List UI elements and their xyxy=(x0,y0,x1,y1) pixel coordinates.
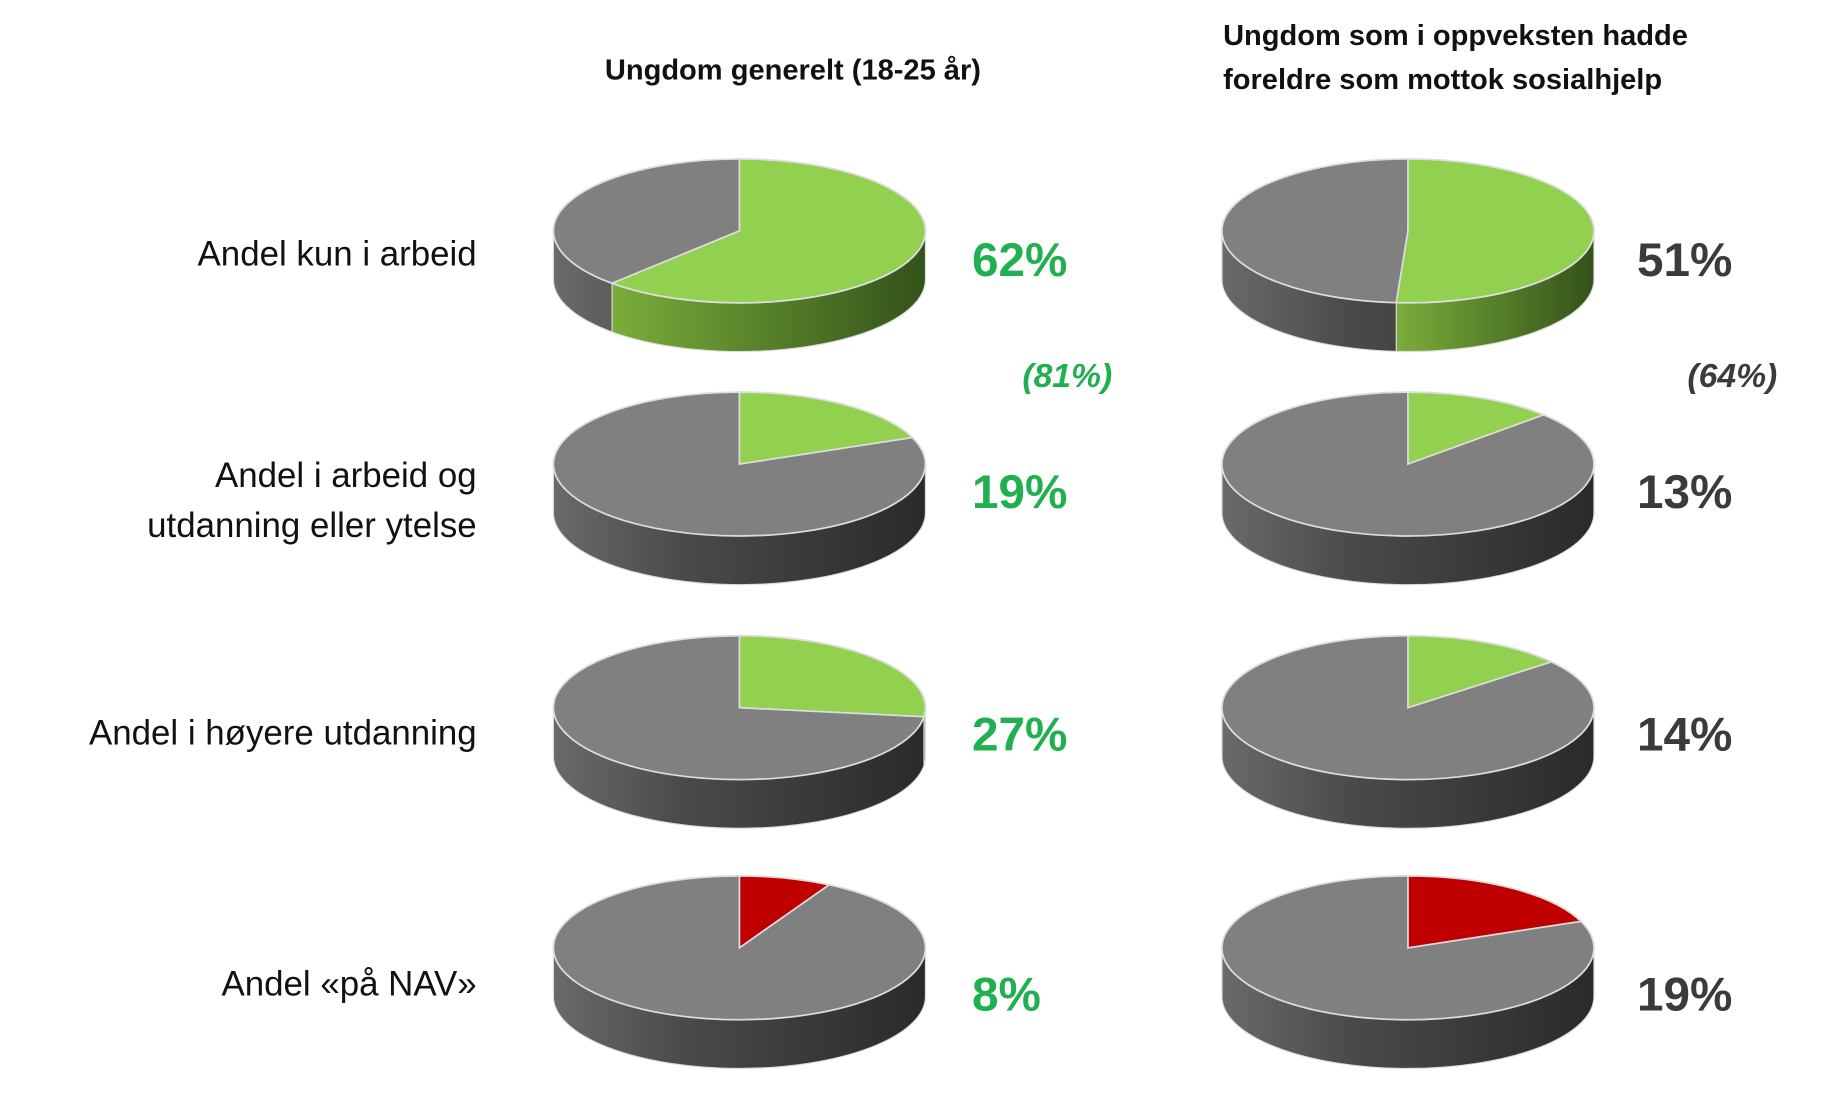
value-label: 13% xyxy=(1637,466,1732,519)
subtotal-label: (81%) xyxy=(1022,358,1112,395)
pie-slice xyxy=(1395,158,1595,304)
row-label: Andel kun i arbeid xyxy=(198,235,477,274)
pie-slice xyxy=(738,391,915,466)
value-label: 51% xyxy=(1637,234,1732,287)
row-label: utdanning eller ytelse xyxy=(147,506,477,545)
chart-title: Ungdom som i oppveksten hadde xyxy=(1223,20,1688,52)
pie xyxy=(552,634,927,829)
pie-slice xyxy=(609,158,927,304)
pie-slice xyxy=(1407,875,1583,949)
row-label: Andel i arbeid og xyxy=(215,456,477,495)
pie xyxy=(552,158,927,353)
value-label: 19% xyxy=(1637,968,1732,1021)
pie-slice xyxy=(1407,391,1546,466)
row-label: Andel i høyere utdanning xyxy=(89,714,477,753)
value-label: 62% xyxy=(972,234,1067,287)
pie xyxy=(1221,158,1595,353)
value-label: 8% xyxy=(972,968,1041,1021)
pie-slice xyxy=(1407,634,1554,709)
subtotal-label: (64%) xyxy=(1687,358,1777,395)
chart-title: foreldre som mottok sosialhjelp xyxy=(1223,64,1662,96)
pie-slice xyxy=(738,634,927,718)
value-label: 19% xyxy=(972,466,1067,519)
pie xyxy=(552,875,927,1070)
pie xyxy=(552,391,927,586)
value-label: 27% xyxy=(972,708,1067,761)
pie xyxy=(1221,634,1595,829)
value-label: 14% xyxy=(1637,708,1732,761)
pie xyxy=(1221,391,1595,586)
row-label: Andel «på NAV» xyxy=(221,964,476,1003)
pie xyxy=(1221,875,1595,1070)
chart-title: Ungdom generelt (18-25 år) xyxy=(605,55,981,87)
pie-slice xyxy=(738,875,832,950)
